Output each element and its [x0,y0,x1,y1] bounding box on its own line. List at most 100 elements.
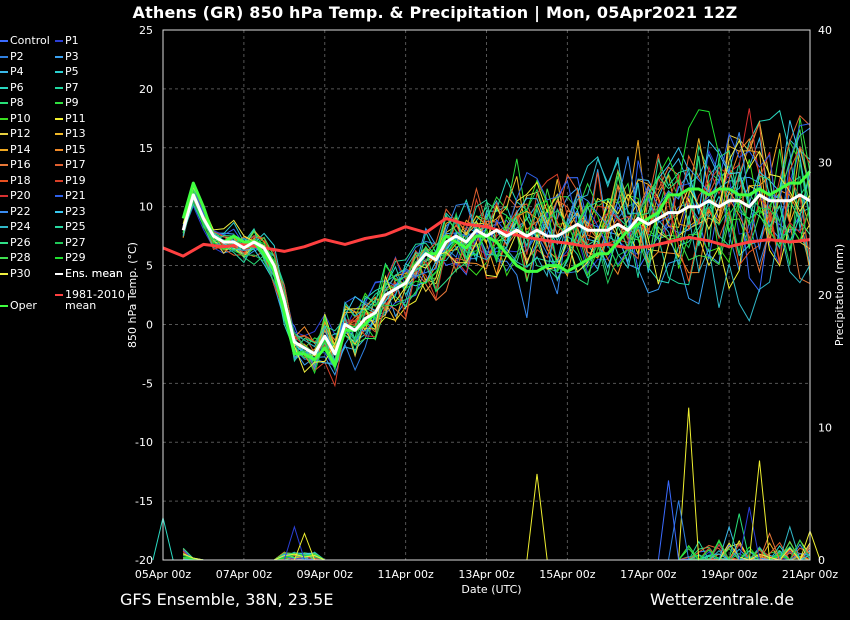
legend-swatch [55,117,63,120]
y-tick-label: 0 [146,318,153,331]
legend-item: P8 [0,97,24,108]
legend-item: P30 [0,268,31,279]
y2-tick-label: 10 [818,422,832,435]
legend-swatch [0,102,8,104]
legend-swatch [0,148,8,151]
legend-swatch [55,55,63,58]
climate-mean-line [162,216,811,258]
y-tick-label: 15 [139,142,153,155]
legend-item: P22 [0,206,31,217]
legend-swatch [55,257,63,259]
x-tick-label: 19Apr 00z [701,568,758,581]
precipitation-series [152,407,821,561]
precip-spike [748,460,771,561]
legend-label-line2: mean [65,299,97,312]
legend-label: Ens. mean [65,266,123,280]
y2-tick-label: 0 [818,554,825,567]
legend-label: P14 [10,142,31,156]
y2-tick-label: 20 [818,289,832,302]
legend-item: Ens. mean [55,268,123,279]
member-line [182,144,811,344]
legend-item: P13 [55,128,86,139]
precip-spike [678,407,700,561]
legend-label: P20 [10,189,31,202]
legend-swatch [55,71,63,73]
legend-label: P30 [10,266,31,280]
legend-swatch [0,86,8,89]
footer-model-location: GFS Ensemble, 38N, 23.5E [120,590,334,609]
legend-swatch [55,179,63,182]
legend-label: P29 [65,251,86,264]
y-tick-label: -15 [135,495,153,508]
legend-label: P26 [10,235,31,249]
x-tick-label: 11Apr 00z [377,568,434,581]
precip-spike [293,532,316,561]
y-tick-label: -10 [135,436,153,449]
legend-item: P4 [0,66,24,77]
legend-swatch [0,305,8,307]
legend-label: P7 [65,80,79,94]
precip-spike [283,525,305,561]
legend-label: P1 [65,34,79,47]
legend-swatch [55,226,63,228]
legend-label: Ens. mean [65,266,123,280]
legend-label: P17 [65,158,86,171]
legend-label: P8 [10,96,24,109]
oper-line [181,170,812,368]
legend-label: P23 [65,204,86,218]
legend-swatch [0,210,8,213]
legend-swatch [55,133,63,135]
y-tick-label: -5 [142,377,153,390]
x-tick-label: 13Apr 00z [458,568,515,581]
legend-label: Oper [10,299,37,312]
legend-item: P20 [0,190,31,201]
legend-swatch [0,40,8,42]
y-tick-label: 5 [146,260,153,273]
legend-swatch [0,164,8,166]
legend-item: P24 [0,221,31,232]
legend-swatch [55,148,63,151]
legend-item: P15 [55,144,86,155]
x-tick-label: 05Apr 00z [135,568,192,581]
legend-item: P18 [0,175,31,186]
legend-swatch [0,71,8,73]
plot-frame [162,29,811,561]
precip-spike [728,513,750,561]
grid-lines [162,29,811,561]
legend-label: P4 [10,65,24,78]
member-line [182,120,811,358]
legend-label: P12 [10,127,31,140]
precip-spike [779,525,801,561]
legend-item: P21 [55,190,86,201]
legend-label: P9 [65,96,79,109]
legend-swatch [0,272,8,275]
precip-spike [718,525,740,561]
legend-item: P25 [55,221,86,232]
legend-label: 1981-2010 [65,288,125,301]
legend-label: P22 [10,204,31,218]
legend-item: P12 [0,128,31,139]
x-tick-label: 21Apr 00z [782,568,839,581]
legend-item: P9 [55,97,79,108]
y2-axis-label: Precipitation (mm) [833,244,846,346]
y-tick-label: 25 [139,24,153,37]
chart-title: Athens (GR) 850 hPa Temp. & Precipitatio… [132,3,738,22]
legend-label: P19 [65,173,86,187]
legend-item: P7 [55,82,79,93]
legend-label: P24 [10,220,31,233]
legend-swatch [55,210,63,213]
legend-item: P26 [0,237,31,248]
legend-label: P27 [65,235,86,249]
legend-label: P21 [65,189,86,202]
legend-label: P13 [65,127,86,140]
legend-item: Oper [0,300,37,311]
legend-item: P17 [55,159,86,170]
legend-label: P16 [10,158,31,171]
legend-swatch [0,117,8,120]
legend-item: P16 [0,159,31,170]
legend-label: P3 [65,49,79,63]
precip-spike [738,506,760,561]
legend-item: P27 [55,237,86,248]
legend-swatch [0,226,8,228]
x-tick-label: 17Apr 00z [620,568,677,581]
